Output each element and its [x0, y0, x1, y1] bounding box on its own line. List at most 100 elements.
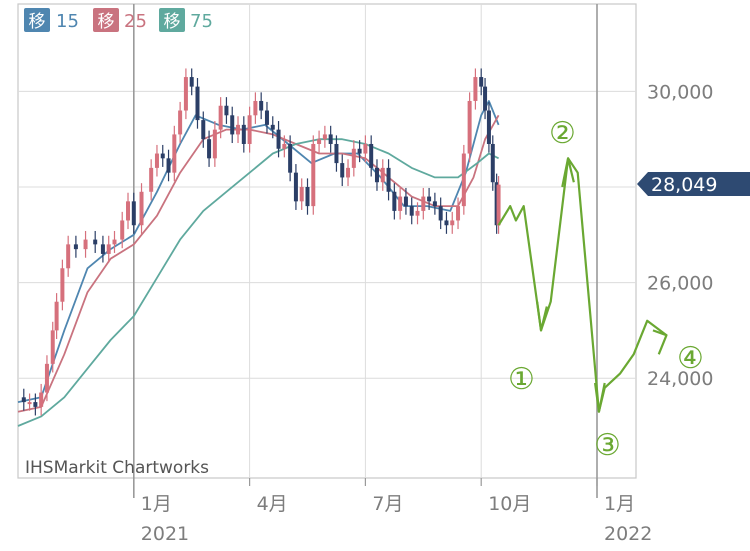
candle-body: [33, 402, 38, 407]
chart-credit: IHSMarkit Chartworks: [25, 458, 209, 478]
candle-body: [386, 167, 391, 192]
price-badge-shape: [637, 172, 750, 196]
candle-body: [83, 239, 88, 250]
candle-body: [346, 167, 351, 178]
legend-item-ma25[interactable]: 移 25: [93, 8, 147, 32]
candle-body: [270, 124, 275, 130]
candle-body: [27, 402, 32, 405]
x-tick-year-label: 2021: [141, 523, 189, 545]
candle-body: [479, 77, 484, 87]
candlesticks: [21, 68, 501, 416]
candle-body: [351, 148, 356, 168]
wave-label-4: ④: [677, 341, 704, 376]
candle-body: [288, 143, 293, 173]
candle-body: [483, 86, 488, 111]
candle-body: [154, 153, 159, 168]
candle-body: [93, 239, 98, 245]
candle-body: [299, 187, 304, 202]
wave-label-2: ②: [549, 116, 576, 151]
legend-swatch: [24, 8, 50, 32]
candle-body: [106, 244, 111, 254]
forecast-arrowhead: [652, 329, 668, 355]
candle-body: [236, 124, 241, 135]
candle-body: [160, 153, 165, 159]
candle-body: [50, 330, 55, 364]
legend: 移 15 移 25 移 75: [24, 8, 213, 32]
candle-body: [490, 143, 495, 183]
legend-swatch: [93, 8, 119, 32]
candle-body: [467, 100, 472, 154]
candle-body: [212, 129, 217, 159]
ma-line-2: [17, 138, 499, 427]
plot-area: [17, 3, 637, 479]
candle-body: [201, 120, 206, 140]
x-tick-label: 4月: [257, 493, 288, 515]
candle-body: [334, 143, 339, 164]
candle-body: [432, 201, 437, 207]
last-price-badge: 28,049: [637, 172, 750, 196]
y-axis-ticks: 30,000 26,000 24,000: [647, 81, 713, 390]
x-tick-label: 10月: [488, 493, 531, 515]
candle-body: [398, 196, 403, 211]
x-tick-label: 7月: [372, 493, 403, 515]
candle-body: [44, 363, 49, 393]
forecast-arrowhead: [593, 382, 606, 413]
candle-body: [149, 167, 154, 192]
candle-body: [322, 134, 327, 140]
candle-body: [166, 158, 171, 173]
legend-value: 75: [190, 11, 213, 32]
x-axis-ticks: 1月 2021 4月 7月 10月 1月 2022: [133, 478, 652, 545]
candle-body: [363, 143, 368, 154]
price-badge-text: 28,049: [651, 174, 717, 196]
candle-body: [247, 115, 252, 144]
forecast-path: [497, 157, 668, 413]
legend-label: 移: [29, 12, 46, 32]
candle-body: [403, 196, 408, 207]
wave-label-3: ③: [594, 428, 621, 463]
forecast-arrowhead: [561, 157, 575, 188]
candle-body: [100, 244, 105, 254]
legend-item-ma15[interactable]: 移 15: [24, 8, 79, 32]
y-tick-label: 24,000: [647, 368, 713, 390]
candle-body: [241, 124, 246, 144]
candle-body: [218, 105, 223, 130]
legend-label: 移: [98, 12, 115, 32]
candle-body: [438, 206, 443, 221]
candle-body: [293, 172, 298, 202]
candle-body: [66, 244, 71, 269]
candle-body: [112, 239, 117, 245]
legend-value: 25: [124, 11, 147, 32]
x-tick-label: 1月: [141, 493, 172, 515]
y-tick-label: 26,000: [647, 273, 713, 295]
candle-body: [415, 210, 420, 216]
candle-body: [380, 167, 385, 183]
candle-body: [120, 220, 125, 240]
candle-body: [189, 77, 194, 87]
candle-body: [461, 153, 466, 207]
candle-body: [21, 397, 26, 403]
candle-body: [409, 206, 414, 216]
candle-body: [60, 268, 65, 302]
candle-body: [369, 143, 374, 168]
x-tick-label: 1月: [604, 493, 635, 515]
candle-body: [253, 100, 258, 116]
candle-body: [328, 134, 333, 144]
candle-body: [126, 201, 131, 221]
candle-body: [39, 392, 44, 407]
forecast-arrowhead: [536, 301, 548, 332]
x-tick-year-label: 2022: [604, 523, 652, 545]
legend-value: 15: [56, 11, 79, 32]
candle-body: [421, 196, 426, 211]
candle-body: [54, 301, 59, 331]
candle-body: [317, 139, 322, 144]
candle-body: [230, 115, 235, 135]
candle-body: [357, 148, 362, 154]
candle-body: [195, 86, 200, 121]
legend-item-ma75[interactable]: 移 75: [159, 8, 213, 32]
candle-body: [496, 184, 501, 226]
legend-label: 移: [164, 12, 181, 32]
wave-label-1: ①: [508, 362, 535, 397]
candle-body: [486, 110, 491, 144]
candle-body: [374, 167, 379, 183]
